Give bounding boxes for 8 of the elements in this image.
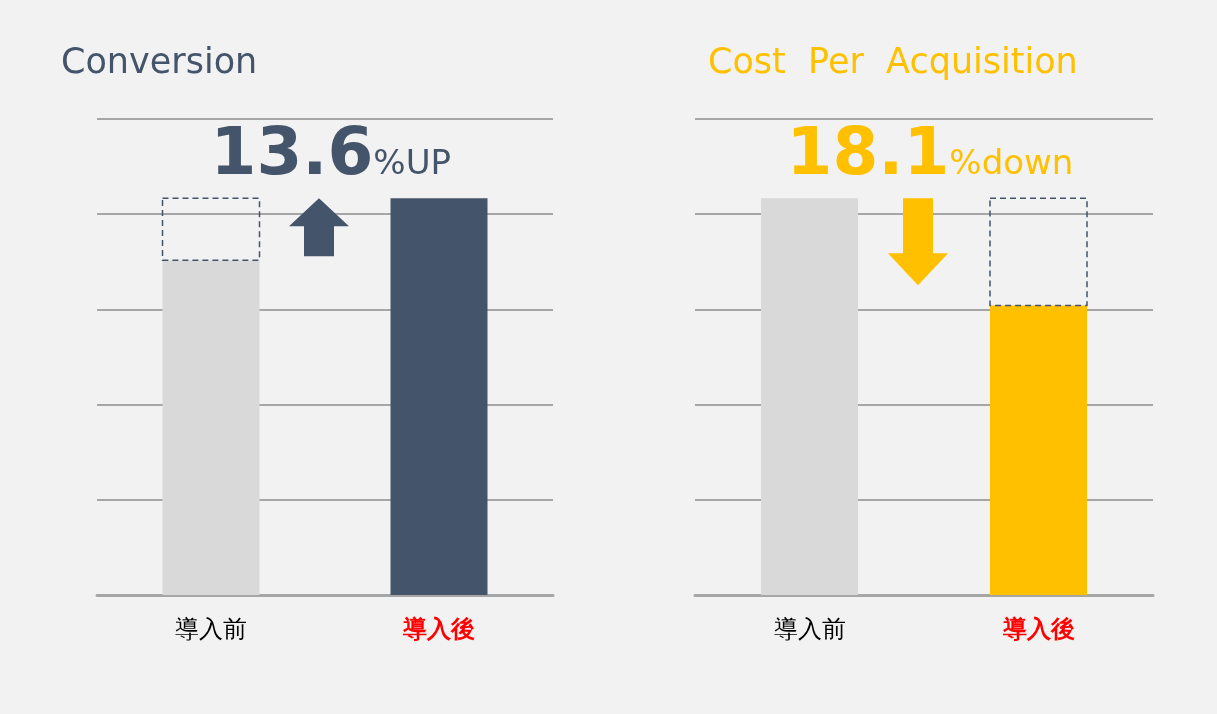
x-tick-label: 導入前 [175,615,247,643]
text: 13.6%UP [210,113,452,191]
text: 18.1%down [786,113,1074,191]
x-tick-label: 導入後 [1001,615,1075,643]
chart-title: Cost Per Acquisition [708,40,1078,81]
x-tick-label: 導入後 [402,615,475,643]
chart-title: Conversion [61,40,258,81]
x-tick-label: 導入前 [773,615,846,643]
